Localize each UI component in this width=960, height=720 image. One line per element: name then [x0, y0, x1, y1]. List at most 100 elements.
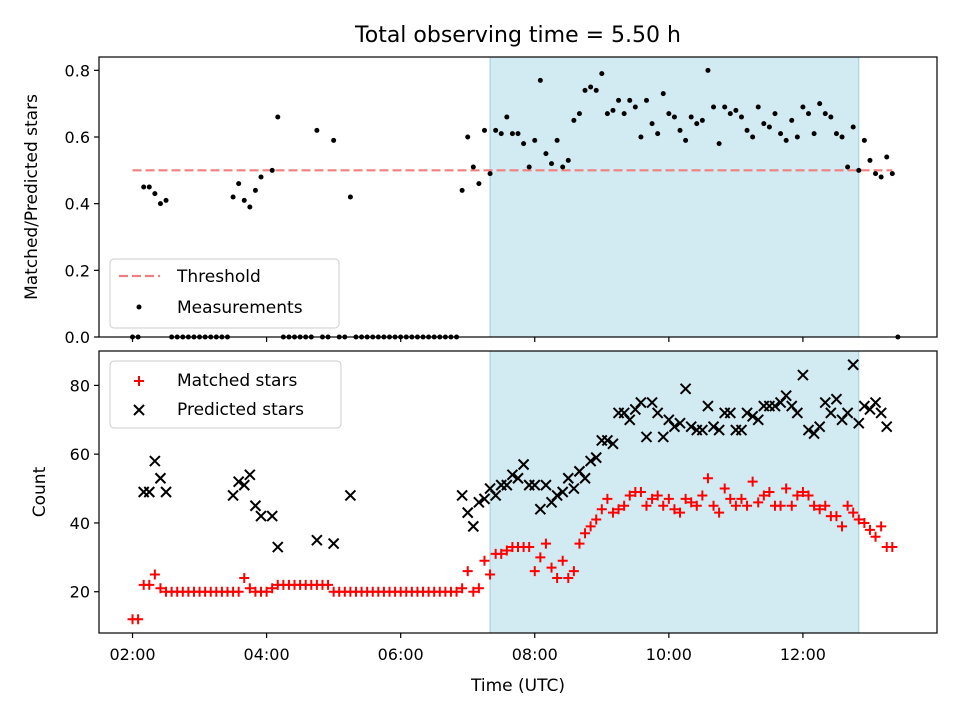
measurement-point [722, 104, 728, 110]
matched-star-point [781, 483, 792, 494]
measurement-point [632, 104, 638, 110]
predicted-star-point [255, 510, 267, 522]
predicted-star-point [143, 486, 155, 498]
ytick-label: 80 [70, 376, 90, 395]
measurement-point [554, 137, 560, 143]
matched-star-point [742, 500, 753, 511]
measurement-point [588, 84, 594, 90]
measurement-point [806, 111, 812, 117]
matched-star-point [462, 566, 473, 577]
predicted-star-point [825, 407, 837, 419]
ytick-label: 0.8 [65, 61, 90, 80]
matched-star-point [233, 586, 244, 597]
predicted-star-point [467, 520, 480, 533]
ytick-label: 40 [70, 514, 90, 533]
measurement-point [582, 87, 588, 93]
predicted-star-point [551, 489, 563, 502]
predicted-star-point [568, 482, 580, 495]
predicted-star-point [311, 534, 323, 546]
matched-star-point [596, 504, 607, 515]
measurement-point [671, 114, 677, 120]
matched-star-point [848, 507, 859, 518]
measurement-point [873, 171, 879, 177]
xtick-label: 10:00 [646, 645, 692, 664]
matched-star-point [680, 493, 691, 504]
measurement-point [347, 194, 353, 200]
measurement-point [481, 127, 487, 133]
measurement-point [493, 127, 499, 133]
predicted-star-point [517, 458, 530, 471]
top-panel: 0.00.20.40.60.8 Matched/Predicted stars … [22, 56, 938, 347]
predicted-star-point [327, 537, 340, 550]
matched-star-point [133, 614, 144, 625]
legend-measurements-label: Measurements [177, 298, 303, 318]
bottom-ylabel: Count [30, 466, 50, 517]
predicted-star-point [601, 434, 614, 447]
measurement-point [549, 161, 555, 167]
measurement-point [817, 101, 823, 107]
bottom-xlabel: Time (UTC) [470, 676, 565, 696]
matched-star-point [870, 531, 881, 542]
measurement-point [800, 104, 806, 110]
predicted-star-point [841, 407, 854, 419]
predicted-star-point [780, 389, 792, 402]
matched-star-point [529, 566, 540, 577]
measurement-point [660, 91, 666, 97]
predicted-star-point [506, 469, 519, 481]
matched-star-point [775, 500, 786, 511]
legend-box [109, 258, 340, 329]
measurement-point [733, 107, 739, 113]
predicted-star-point [473, 496, 485, 509]
measurement-point [778, 131, 784, 137]
measurement-point [727, 111, 733, 117]
measurement-point [861, 137, 867, 143]
predicted-star-point [802, 424, 815, 436]
measurement-point [688, 114, 694, 120]
measurement-point [716, 141, 722, 147]
bottom-legend: Matched stars Predicted stars [109, 360, 342, 429]
matched-star-point [261, 586, 272, 597]
predicted-star-point [590, 451, 602, 464]
predicted-star-point [556, 486, 569, 498]
measurement-point [163, 197, 169, 203]
predicted-star-point [819, 396, 831, 409]
measurement-point [269, 167, 275, 173]
bottom-panel: 20 40 60 80 02:00 04:00 06:00 08:00 10:00 12:00 C… [30, 350, 938, 696]
predicted-star-point [512, 472, 524, 484]
measurement-point [236, 181, 242, 187]
measurement-point [828, 114, 834, 120]
matched-star-point [540, 538, 551, 549]
matched-star-point [485, 569, 496, 580]
predicted-star-point [456, 489, 468, 502]
measurement-point [275, 114, 281, 120]
matched-star-point [702, 473, 713, 484]
predicted-star-point [702, 400, 714, 412]
measurement-point [560, 164, 566, 170]
predicted-star-point [227, 489, 239, 502]
predicted-star-point [696, 424, 709, 436]
measurement-point [649, 121, 655, 127]
predicted-star-point [858, 400, 871, 412]
measurement-point [621, 111, 627, 117]
measurement-point [627, 97, 633, 103]
predicted-star-point [847, 359, 859, 371]
matched-star-point [524, 542, 535, 553]
measurement-point [794, 134, 800, 140]
matched-star-point [663, 493, 674, 504]
predicted-star-point [534, 503, 547, 515]
measurement-point [543, 151, 549, 157]
measurement-point [141, 184, 147, 190]
predicted-star-point [640, 431, 653, 443]
matched-star-point [691, 500, 702, 511]
matched-star-point [144, 579, 155, 590]
measurement-point [738, 114, 744, 120]
measurement-point [711, 104, 717, 110]
matched-star-point [468, 586, 479, 597]
predicted-star-point [149, 455, 161, 467]
measurement-point [593, 87, 599, 93]
predicted-star-point [746, 410, 759, 423]
measurement-point [766, 124, 772, 130]
matched-star-point [686, 497, 697, 508]
measurement-point [867, 157, 873, 163]
measurement-point [565, 157, 571, 163]
